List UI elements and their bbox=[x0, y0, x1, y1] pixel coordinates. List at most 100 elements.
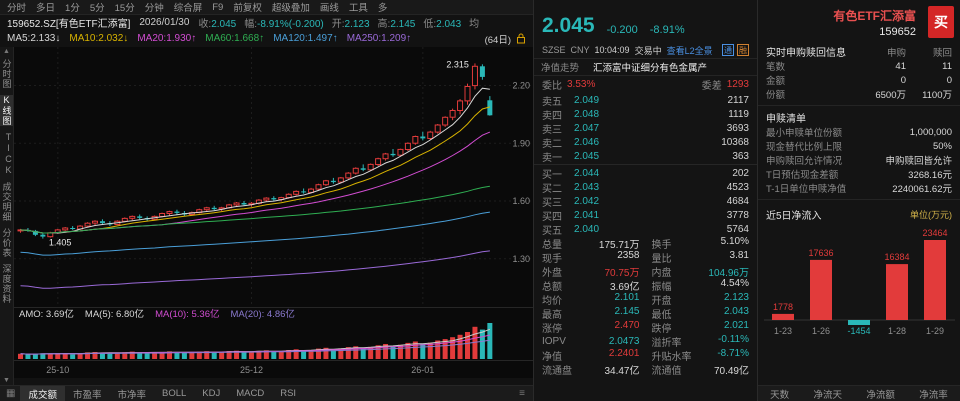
svg-text:-1454: -1454 bbox=[847, 326, 870, 336]
quote-time: 10:04:09 bbox=[594, 45, 630, 55]
order-book-row[interactable]: 卖二 2.046 10368 bbox=[542, 136, 749, 150]
svg-text:23464: 23464 bbox=[922, 228, 947, 238]
subscription-title: 实时申购赎回信息 bbox=[766, 48, 846, 59]
order-book-row[interactable]: 卖四 2.048 1119 bbox=[542, 108, 749, 122]
redemption-title: 申赎清单 bbox=[766, 114, 806, 125]
redemption-row: T-1日单位申赎净值 2240061.62元 bbox=[766, 184, 952, 195]
order-book-row[interactable]: 买二 2.043 4523 bbox=[542, 181, 749, 195]
weibi-label: 委比 bbox=[542, 81, 562, 92]
indicator-tab[interactable]: 成交额 bbox=[20, 385, 65, 401]
subscription-rows: 笔数 41 11 金额 0 0 份额 6500万 1100万 bbox=[758, 59, 960, 102]
toolbar-item[interactable]: 15分 bbox=[114, 3, 135, 14]
ma-legend-item: MA250:1.209↑ bbox=[346, 33, 412, 44]
flow-stat-tabs: 天数 净流天 净流额 净流率 bbox=[758, 385, 960, 401]
buy-button[interactable]: 买 bbox=[928, 6, 954, 38]
toolbar-item[interactable]: 多 bbox=[377, 3, 388, 14]
svg-text:25-12: 25-12 bbox=[240, 365, 263, 375]
svg-text:26-01: 26-01 bbox=[411, 365, 434, 375]
stats-row: 总量 175.71万 换手 5.10% bbox=[542, 235, 749, 251]
order-book-row[interactable]: 卖五 2.049 2117 bbox=[542, 94, 749, 108]
toolbar-item[interactable]: 分钟 bbox=[144, 3, 164, 14]
flow-tab[interactable]: 净流额 bbox=[866, 389, 895, 401]
ma-legend-item: MA10:2.032↓ bbox=[69, 33, 129, 44]
indicator-tab-items: 成交额 市盈率 市净率 BOLL KDJ MACD RSI bbox=[20, 385, 304, 401]
tab-index-name[interactable]: 汇添富中证细分有色金属产 bbox=[593, 63, 708, 74]
l2-panorama-link[interactable]: 查看L2全景 bbox=[666, 45, 713, 56]
sidebar-scroll-down-icon[interactable]: ▼ bbox=[3, 377, 10, 384]
flow-tab[interactable]: 净流天 bbox=[813, 389, 843, 401]
quote-header: 2.045 -0.200 -8.91% bbox=[534, 0, 757, 42]
sidebar-item-分价表[interactable]: 分价表 bbox=[1, 228, 12, 258]
quote-panel: 2.045 -0.200 -8.91% SZSE CNY 10:04:09 交易… bbox=[533, 0, 757, 401]
toolbar-item[interactable]: 5分 bbox=[89, 3, 105, 14]
status-row: SZSE CNY 10:04:09 交易中 查看L2全景 通融 bbox=[534, 42, 757, 58]
stats-row: 最高 2.145 最低 2.043 bbox=[542, 305, 749, 321]
divider bbox=[758, 199, 960, 200]
svg-text:1.60: 1.60 bbox=[512, 196, 530, 206]
indicator-tab[interactable]: RSI bbox=[280, 388, 297, 399]
order-book-row[interactable]: 买五 2.040 5764 bbox=[542, 223, 749, 237]
order-book-row[interactable]: 买三 2.042 4684 bbox=[542, 195, 749, 209]
trading-state: 交易中 bbox=[634, 45, 662, 56]
volume-legend: AMO: 3.69亿 MA(5): 6.80亿 MA(10): 5.36亿 MA(20… bbox=[19, 306, 295, 320]
sidebar-items: 分时图 K线图 TICK 成交明细分价表深度资料 bbox=[0, 56, 14, 376]
volume-legend-item: MA(5): 6.80亿 bbox=[84, 309, 145, 320]
toolbar-item[interactable]: 超级叠加 bbox=[271, 3, 310, 14]
toolbar-item[interactable]: 分时 bbox=[7, 3, 27, 14]
toolbar-item[interactable]: 多日 bbox=[36, 3, 56, 14]
kline-chart[interactable]: 2.20 1.90 1.60 1.30 25-10 25-12 26-01 2.315 1.40… bbox=[14, 47, 533, 378]
subscription-header: 实时申购赎回信息 申购 赎回 bbox=[758, 44, 960, 60]
sidebar-item-K线图[interactable]: K线图 bbox=[0, 95, 13, 126]
order-book-row[interactable]: 买一 2.044 202 bbox=[542, 167, 749, 181]
svg-text:2.20: 2.20 bbox=[512, 81, 530, 91]
lock-icon[interactable] bbox=[516, 33, 526, 44]
indicator-tab[interactable]: KDJ bbox=[202, 388, 221, 399]
more-indicators-icon[interactable]: ≡ bbox=[519, 388, 525, 399]
order-book-row[interactable]: 卖一 2.045 363 bbox=[542, 150, 749, 164]
stats-row: IOPV 2.0473 溢折率 -0.11% bbox=[542, 333, 749, 349]
svg-text:1-29: 1-29 bbox=[926, 326, 944, 336]
toolbar-item[interactable]: 画线 bbox=[319, 3, 339, 14]
margin-badge: 融 bbox=[737, 44, 749, 56]
net-inflow-chart: 1778 1-23 17636 1-26 -1454 16384 1-28 23464 1-29 bbox=[764, 228, 955, 336]
ma-items: MA5:2.133↓ MA10:2.032↓ MA20:1.930↑ MA60:1.6… bbox=[7, 33, 420, 44]
order-book-row[interactable]: 卖三 2.047 3693 bbox=[542, 122, 749, 136]
flow-tab[interactable]: 天数 bbox=[770, 389, 790, 401]
svg-text:16384: 16384 bbox=[884, 252, 909, 262]
redeem-column-label: 赎回 bbox=[932, 47, 952, 59]
indicator-tab[interactable]: BOLL bbox=[162, 388, 187, 399]
tab-nav-trend[interactable]: 净值走势 bbox=[541, 63, 580, 74]
svg-text:1-23: 1-23 bbox=[774, 326, 792, 336]
margin-badge: 通 bbox=[722, 44, 734, 56]
ma-legend-item: MA60:1.668↑ bbox=[205, 33, 265, 44]
grid-icon[interactable]: ▦ bbox=[6, 388, 16, 399]
redemption-row: 最小申赎单位份额 1,000,000 bbox=[766, 126, 952, 140]
toolbar-item[interactable]: 前复权 bbox=[233, 3, 262, 14]
indicator-tab[interactable]: 市盈率 bbox=[72, 389, 102, 401]
symbol-label: 159652.SZ[有色ETF汇添富] bbox=[7, 19, 131, 30]
toolbar-item[interactable]: F9 bbox=[212, 1, 224, 13]
exchange-label: SZSE bbox=[542, 45, 566, 55]
volume-legend-item: MA(10): 5.36亿 bbox=[155, 309, 220, 320]
sidebar-scroll-up-icon[interactable]: ▲ bbox=[3, 48, 10, 55]
flows-header: 近5日净流入 单位(万元) bbox=[758, 206, 960, 222]
flow-tab[interactable]: 净流率 bbox=[919, 389, 948, 401]
toolbar-item[interactable]: 综合屏 bbox=[173, 3, 203, 14]
ohlc-field: 收:2.045 bbox=[198, 19, 237, 30]
sidebar-item-分时图[interactable]: 分时图 bbox=[1, 59, 12, 89]
order-book-row[interactable]: 买四 2.041 3778 bbox=[542, 209, 749, 223]
volume-legend-item: AMO: 3.69亿 bbox=[19, 309, 74, 320]
sidebar-item-成交明细[interactable]: 成交明细 bbox=[1, 182, 12, 222]
toolbar-item[interactable]: 1分 bbox=[65, 3, 80, 14]
svg-text:25-10: 25-10 bbox=[46, 365, 69, 375]
indicator-tab[interactable]: 市净率 bbox=[117, 389, 146, 401]
svg-text:1-28: 1-28 bbox=[888, 326, 906, 336]
indicator-tab[interactable]: MACD bbox=[236, 388, 265, 399]
sidebar-item-深度资料[interactable]: 深度资料 bbox=[1, 264, 12, 304]
sidebar-item-TICK[interactable]: TICK bbox=[3, 132, 14, 176]
price-change-pct: -8.91% bbox=[649, 24, 685, 36]
redemption-rows: 最小申赎单位份额 1,000,000 现金替代比例上限 50% 申购赎回允许情况 申购赎回… bbox=[758, 125, 960, 196]
flows-unit: 单位(万元) bbox=[910, 209, 952, 220]
toolbar-item[interactable]: 工具 bbox=[348, 3, 368, 14]
divider bbox=[758, 105, 960, 106]
